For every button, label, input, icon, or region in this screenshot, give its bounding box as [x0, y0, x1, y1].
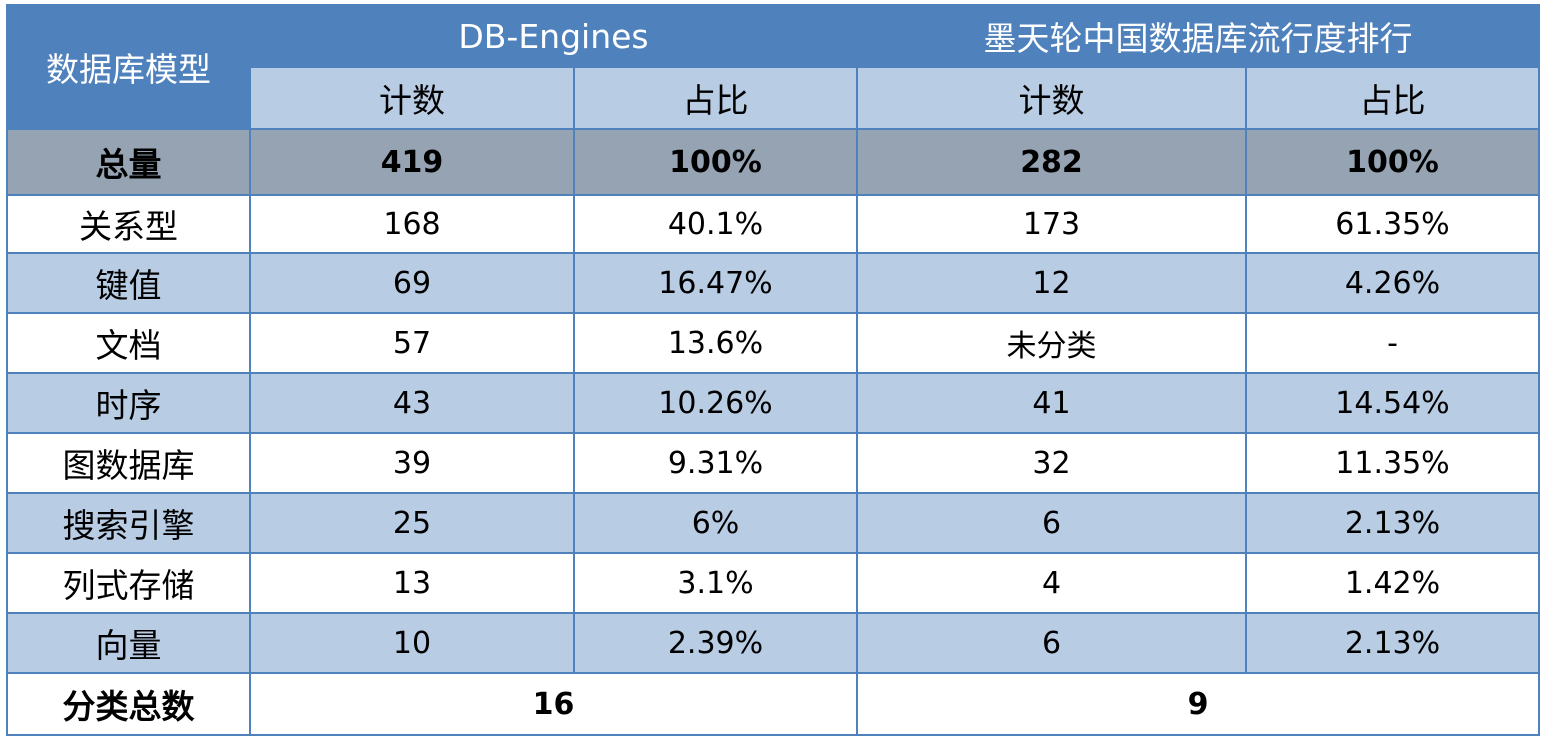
sub-header: 占比 [1245, 66, 1540, 130]
table-body: 数据库模型 DB-Engines 墨天轮中国数据库流行度排行 计数 占比 计数 占比 总量 41… [6, 4, 1540, 736]
model-header: 数据库模型 [6, 4, 251, 130]
total-cell: 100% [1245, 128, 1540, 196]
data-cell: 32 [856, 432, 1247, 494]
data-cell: 41 [856, 372, 1247, 434]
data-cell: 3.1% [573, 552, 858, 614]
table-row: 向量 10 2.39% 6 2.13% [6, 612, 1540, 674]
row-label: 搜索引擎 [6, 492, 251, 554]
data-table: 数据库模型 DB-Engines 墨天轮中国数据库流行度排行 计数 占比 计数 占比 总量 41… [6, 4, 1540, 736]
data-cell: 6% [573, 492, 858, 554]
row-label: 时序 [6, 372, 251, 434]
data-cell: 13 [249, 552, 575, 614]
data-cell: 16.47% [573, 252, 858, 314]
data-cell: 39 [249, 432, 575, 494]
table-row: 总量 419 100% 282 100% [6, 128, 1540, 196]
table-row: 分类总数 16 9 [6, 672, 1540, 736]
footer-cell: 16 [249, 672, 858, 736]
group-header: DB-Engines [249, 4, 858, 68]
data-cell: 10.26% [573, 372, 858, 434]
data-cell: 2.13% [1245, 612, 1540, 674]
data-cell: 4 [856, 552, 1247, 614]
data-cell: 2.13% [1245, 492, 1540, 554]
data-cell: 2.39% [573, 612, 858, 674]
footer-cell: 9 [856, 672, 1540, 736]
table-row: 键值 69 16.47% 12 4.26% [6, 252, 1540, 314]
data-cell: 12 [856, 252, 1247, 314]
data-cell: 未分类 [856, 312, 1247, 374]
data-cell: 61.35% [1245, 194, 1540, 254]
data-cell: 69 [249, 252, 575, 314]
row-label: 向量 [6, 612, 251, 674]
data-cell: 11.35% [1245, 432, 1540, 494]
row-label: 文档 [6, 312, 251, 374]
data-cell: 14.54% [1245, 372, 1540, 434]
table-row: 数据库模型 DB-Engines 墨天轮中国数据库流行度排行 [6, 4, 1540, 130]
data-cell: 9.31% [573, 432, 858, 494]
table-row: 关系型 168 40.1% 173 61.35% [6, 194, 1540, 254]
data-cell: 57 [249, 312, 575, 374]
group-header: 墨天轮中国数据库流行度排行 [856, 4, 1540, 68]
data-cell: - [1245, 312, 1540, 374]
row-label: 键值 [6, 252, 251, 314]
total-cell: 100% [573, 128, 858, 196]
total-label: 总量 [6, 128, 251, 196]
sub-header: 计数 [856, 66, 1247, 130]
data-cell: 40.1% [573, 194, 858, 254]
table-row: 文档 57 13.6% 未分类 - [6, 312, 1540, 374]
row-label: 关系型 [6, 194, 251, 254]
table-row: 时序 43 10.26% 41 14.54% [6, 372, 1540, 434]
data-cell: 10 [249, 612, 575, 674]
data-cell: 6 [856, 492, 1247, 554]
table-row: 搜索引擎 25 6% 6 2.13% [6, 492, 1540, 554]
data-cell: 6 [856, 612, 1247, 674]
sub-header: 占比 [573, 66, 858, 130]
table-row: 图数据库 39 9.31% 32 11.35% [6, 432, 1540, 494]
data-cell: 25 [249, 492, 575, 554]
sub-header: 计数 [249, 66, 575, 130]
total-cell: 282 [856, 128, 1247, 196]
footer-label: 分类总数 [6, 672, 251, 736]
data-cell: 13.6% [573, 312, 858, 374]
data-cell: 4.26% [1245, 252, 1540, 314]
table-row: 计数 占比 计数 占比 [7, 66, 1540, 130]
data-cell: 173 [856, 194, 1247, 254]
table-row: 列式存储 13 3.1% 4 1.42% [6, 552, 1540, 614]
data-cell: 1.42% [1245, 552, 1540, 614]
row-label: 列式存储 [6, 552, 251, 614]
row-label: 图数据库 [6, 432, 251, 494]
data-cell: 43 [249, 372, 575, 434]
total-cell: 419 [249, 128, 575, 196]
data-cell: 168 [249, 194, 575, 254]
